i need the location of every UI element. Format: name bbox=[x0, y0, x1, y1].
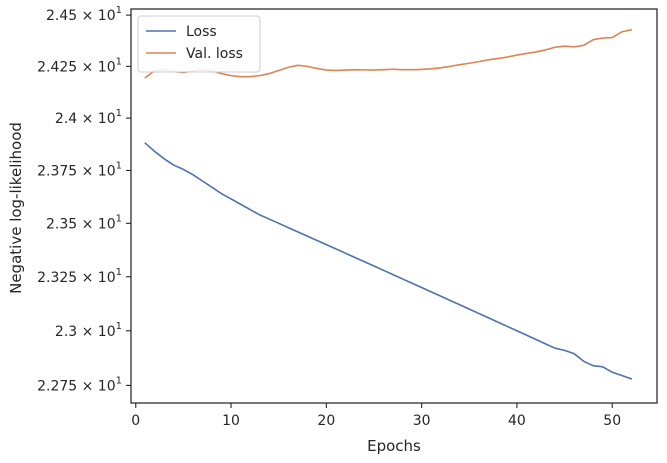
y-tick-label: 2.45 × 101 bbox=[46, 5, 122, 24]
x-tick-label: 40 bbox=[508, 413, 526, 429]
plot-area bbox=[144, 29, 633, 380]
x-axis-label: Epochs bbox=[367, 437, 421, 455]
x-tick-label: 30 bbox=[413, 413, 431, 429]
series-line-1 bbox=[144, 142, 633, 380]
legend-box bbox=[137, 15, 261, 73]
y-axis-label: Negative log-likelihood bbox=[7, 122, 25, 294]
series-line-2 bbox=[144, 29, 633, 79]
x-tick-label: 50 bbox=[603, 413, 621, 429]
x-tick-label: 20 bbox=[317, 413, 335, 429]
y-tick-label: 2.4 × 101 bbox=[55, 108, 122, 127]
x-tick-label: 10 bbox=[222, 413, 240, 429]
legend-label: Val. loss bbox=[186, 46, 243, 62]
y-tick-label: 2.375 × 101 bbox=[37, 160, 122, 179]
y-tick-label: 2.275 × 101 bbox=[37, 375, 122, 394]
x-tick-label: 0 bbox=[131, 413, 140, 429]
legend-label: Loss bbox=[186, 24, 217, 40]
axis-ticks: 0 10 20 30 40 50 2.275 × 101 2.3 × 101 2.325 × 1… bbox=[37, 5, 621, 429]
legend: Loss Val. loss bbox=[137, 15, 261, 73]
y-tick-label: 2.35 × 101 bbox=[46, 213, 122, 232]
y-tick-label: 2.3 × 101 bbox=[55, 321, 122, 340]
y-tick-label: 2.325 × 101 bbox=[37, 267, 122, 286]
y-tick-label: 2.425 × 101 bbox=[37, 56, 122, 75]
plot-frame bbox=[130, 8, 658, 404]
